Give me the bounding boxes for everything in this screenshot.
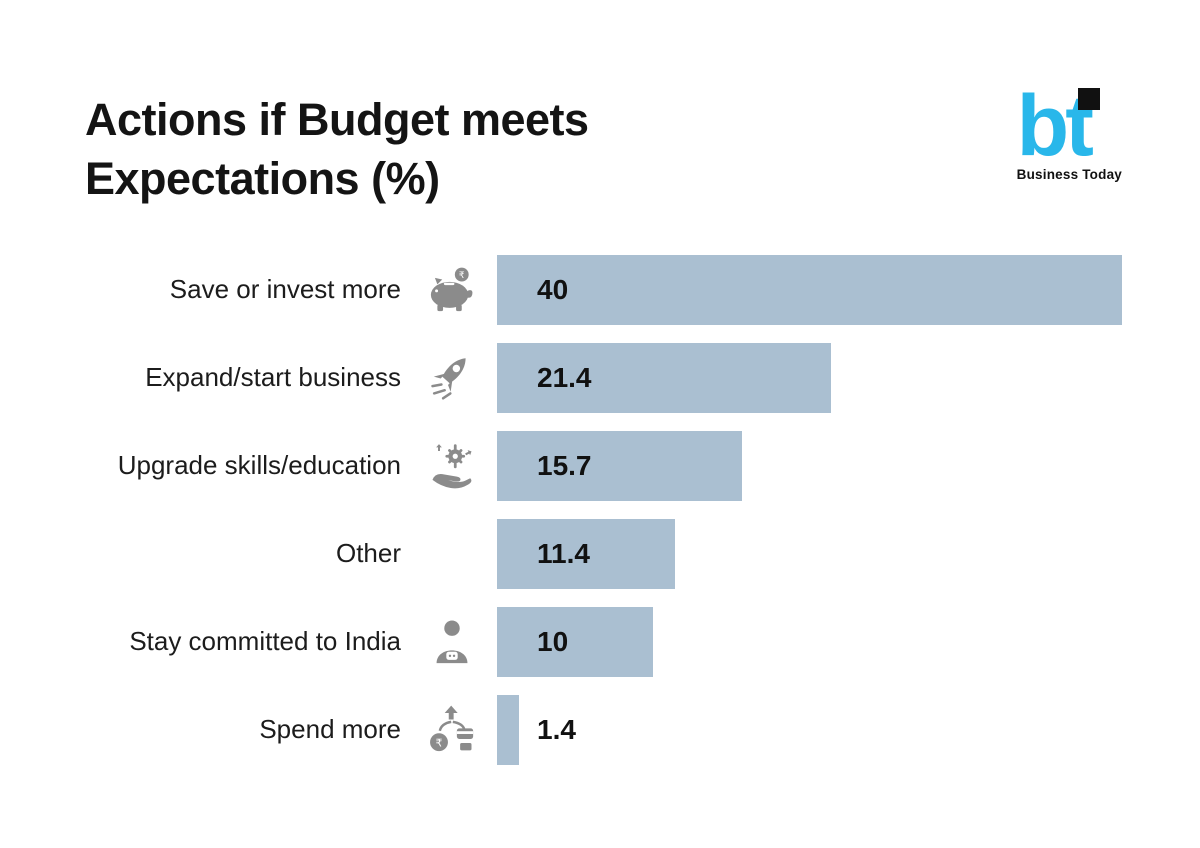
bar <box>497 518 676 589</box>
logo-mark: bt <box>1017 83 1100 169</box>
value-label: 21.4 <box>537 361 592 393</box>
bar-row: Expand/start business 21.4 <box>85 342 1122 413</box>
chart-title-line-2: Expectations (%) <box>85 153 440 205</box>
rocket-icon <box>431 357 466 400</box>
bar-row: Upgrade skills/education <box>85 430 1122 501</box>
logo-caption: Business Today <box>1016 166 1122 182</box>
bar <box>497 342 832 413</box>
category-label: Upgrade skills/education <box>117 450 401 481</box>
value-label: 15.7 <box>537 449 592 481</box>
bar <box>497 694 519 765</box>
bar <box>497 254 1122 325</box>
value-label: 40 <box>537 273 569 305</box>
svg-text:₹: ₹ <box>436 737 443 749</box>
bar-row: Stay committed to India 10 <box>85 606 1122 677</box>
value-label: 10 <box>537 625 569 657</box>
skills-hand-icon <box>432 443 472 489</box>
svg-text:₹: ₹ <box>459 271 465 281</box>
bar-row: Other 11.4 <box>85 518 1122 589</box>
bar <box>497 606 654 677</box>
bar <box>497 430 743 501</box>
spend-icon: ₹ <box>430 705 474 751</box>
value-label: 1.4 <box>537 713 576 745</box>
bar-row: Spend more ₹ 1.4 <box>85 694 1122 765</box>
category-label: Stay committed to India <box>129 626 401 657</box>
bar-row: Save or invest more ₹ 40 <box>85 254 1122 325</box>
chart-title-line-1: Actions if Budget meets <box>85 94 589 145</box>
category-label: Save or invest more <box>169 274 401 305</box>
category-label: Expand/start business <box>145 362 401 393</box>
chart-title: Actions if Budget meets Expectations (%) <box>85 90 589 209</box>
bar-chart: Save or invest more ₹ 40 <box>0 254 1200 765</box>
piggy-bank-icon: ₹ <box>430 267 473 311</box>
person-icon <box>436 620 468 663</box>
category-label: Spend more <box>259 714 401 745</box>
category-label: Other <box>335 538 401 569</box>
value-label: 11.4 <box>537 537 590 569</box>
logo-square-icon <box>1077 88 1100 110</box>
header: Actions if Budget meets Expectations (%)… <box>0 0 1200 209</box>
business-today-logo: bt Business Today <box>1016 83 1122 182</box>
